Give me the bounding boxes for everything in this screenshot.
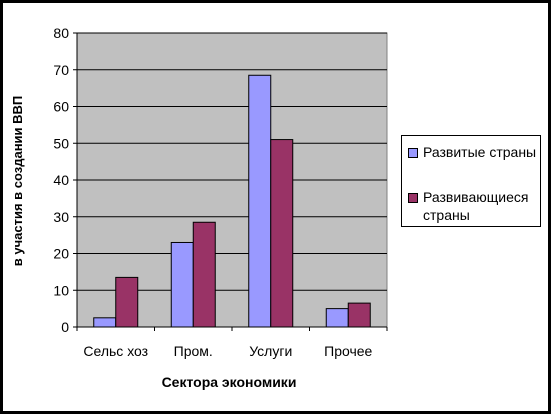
y-tick-label-20: 20 (53, 246, 69, 262)
bar-developed-1 (170, 241, 194, 328)
x-tick-label-1: Пром. (174, 343, 213, 359)
legend-item-developed: Развитые страны (408, 143, 541, 161)
bar-developing-2 (270, 139, 294, 328)
legend-label-developing: Развивающиеся страны (423, 189, 529, 223)
bar-developing-0 (115, 276, 139, 328)
x-tick-label-3: Прочее (324, 343, 372, 359)
bar-developed-0 (93, 317, 117, 328)
y-tick-label-60: 60 (53, 99, 69, 115)
legend-swatch-developing (408, 193, 418, 203)
y-tick-label-80: 80 (53, 25, 69, 41)
y-tick-label-0: 0 (61, 319, 69, 335)
y-tick-label-40: 40 (53, 172, 69, 188)
bar-developing-3 (347, 302, 371, 328)
legend-label-developed: Развитые страны (423, 144, 537, 160)
x-tick-label-0: Сельс хоз (83, 343, 148, 359)
chart-frame: 0 10 20 30 40 50 60 70 80 Сельс хоз Пром. Услуги Пр… (3, 3, 548, 411)
bar-chart: 0 10 20 30 40 50 60 70 80 Сельс хоз Пром. Услуги Пр… (10, 25, 388, 390)
bar-developed-3 (325, 308, 349, 328)
bar-developing-1 (192, 221, 216, 328)
y-tick-label-50: 50 (53, 135, 69, 151)
legend-item-developing: Развивающиеся страны (408, 188, 541, 224)
y-axis-title: в участия в создании ВВП (10, 96, 25, 267)
y-tick-label-10: 10 (53, 282, 69, 298)
x-tick-label-2: Услуги (249, 343, 292, 359)
x-axis-title: Сектора экономики (162, 374, 297, 390)
y-tick-label-70: 70 (53, 62, 69, 78)
legend-swatch-developed (408, 148, 418, 158)
y-tick-label-30: 30 (53, 209, 69, 225)
legend: Развитые страны Развивающиеся страны (401, 135, 541, 227)
bar-developed-2 (248, 74, 272, 328)
